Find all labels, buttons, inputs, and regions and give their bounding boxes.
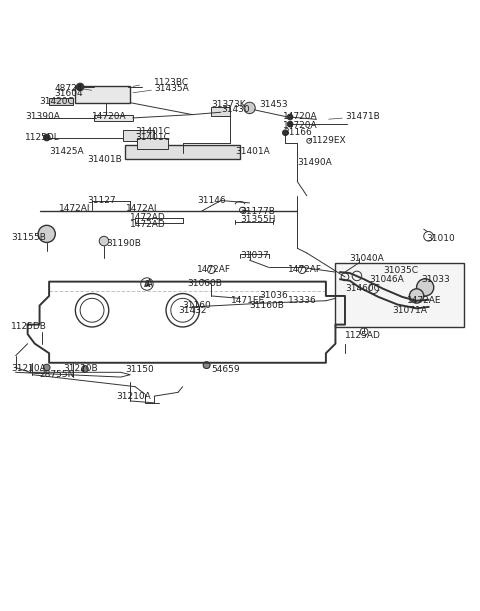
Text: 31430: 31430 (221, 105, 250, 114)
Bar (123, 130, 154, 141)
Circle shape (244, 102, 255, 114)
Bar (49, 98, 73, 105)
Circle shape (417, 279, 434, 296)
Text: 31127: 31127 (87, 196, 116, 205)
Text: 54659: 54659 (211, 365, 240, 375)
Bar (211, 107, 230, 115)
Circle shape (76, 83, 84, 91)
Text: 1125DB: 1125DB (11, 323, 47, 332)
Text: 31046A: 31046A (369, 275, 404, 284)
Circle shape (203, 362, 210, 368)
Text: 31210A: 31210A (11, 364, 46, 373)
Text: 31460C: 31460C (345, 284, 380, 293)
Text: 14720A: 14720A (283, 120, 318, 130)
Circle shape (82, 365, 88, 372)
Circle shape (287, 122, 293, 127)
Bar (125, 145, 240, 158)
Bar (137, 139, 168, 149)
Text: 1472AF: 1472AF (288, 265, 322, 274)
Text: 31160B: 31160B (250, 301, 285, 310)
Text: 31160: 31160 (183, 301, 212, 310)
Text: 31010: 31010 (426, 234, 455, 243)
Text: 1472AI: 1472AI (59, 204, 90, 213)
Text: 31177B: 31177B (240, 207, 275, 216)
Text: 14720A: 14720A (92, 112, 127, 122)
Text: 1471EE: 1471EE (230, 296, 264, 306)
Circle shape (38, 225, 55, 243)
Text: A: A (146, 279, 153, 289)
Text: 31425A: 31425A (49, 147, 84, 156)
Text: 31071A: 31071A (393, 306, 428, 315)
Text: 31033: 31033 (421, 275, 450, 284)
Circle shape (287, 114, 293, 120)
Text: 31604: 31604 (54, 89, 83, 98)
Text: 13336: 13336 (288, 296, 316, 306)
Text: 31060B: 31060B (188, 279, 222, 288)
Text: 31471B: 31471B (345, 112, 380, 122)
Text: 31040A: 31040A (350, 254, 384, 263)
Circle shape (409, 289, 424, 303)
Text: 31401A: 31401A (235, 147, 270, 156)
Text: 31220B: 31220B (63, 364, 98, 373)
Text: 31355H: 31355H (240, 215, 276, 224)
Circle shape (99, 236, 109, 246)
Circle shape (282, 130, 288, 136)
Text: 14720A: 14720A (283, 112, 318, 122)
Text: 31420C: 31420C (39, 97, 74, 106)
Text: 31373K: 31373K (211, 100, 246, 109)
Text: 28755N: 28755N (39, 370, 75, 379)
Text: 1129EX: 1129EX (312, 136, 346, 145)
Text: 1472AE: 1472AE (407, 296, 442, 306)
Text: 31210A: 31210A (116, 392, 151, 401)
Text: 31166: 31166 (283, 128, 312, 137)
Bar (75, 86, 130, 103)
Text: 31036: 31036 (259, 291, 288, 301)
Text: 31150: 31150 (125, 365, 154, 375)
Text: 31490A: 31490A (297, 158, 332, 167)
Text: 1472AD: 1472AD (130, 213, 166, 222)
Text: 1125AD: 1125AD (345, 331, 381, 340)
Text: 1125DL: 1125DL (25, 133, 60, 142)
Text: A: A (144, 279, 150, 288)
Circle shape (203, 362, 210, 368)
Text: 31035C: 31035C (383, 266, 418, 275)
Text: 31037: 31037 (240, 251, 269, 260)
Text: 31435A: 31435A (154, 84, 189, 93)
Text: 31401B: 31401B (87, 155, 122, 164)
Text: 1472AI: 1472AI (125, 204, 157, 213)
Circle shape (43, 364, 50, 371)
Text: 48724: 48724 (54, 84, 83, 93)
Text: 1123BC: 1123BC (154, 78, 189, 87)
Text: 31453: 31453 (259, 100, 288, 109)
Circle shape (43, 134, 50, 141)
Text: 31432: 31432 (178, 306, 206, 315)
Text: 31401C: 31401C (135, 133, 170, 142)
Text: 1472AD: 1472AD (130, 220, 166, 229)
Text: 31401C: 31401C (135, 127, 170, 136)
Text: 31146: 31146 (197, 196, 226, 205)
Text: 31190B: 31190B (107, 239, 141, 248)
Text: 1472AF: 1472AF (197, 265, 231, 274)
Text: 31390A: 31390A (25, 112, 60, 122)
Bar (336, 263, 464, 327)
Text: 31155B: 31155B (11, 233, 46, 242)
Bar (95, 115, 132, 121)
